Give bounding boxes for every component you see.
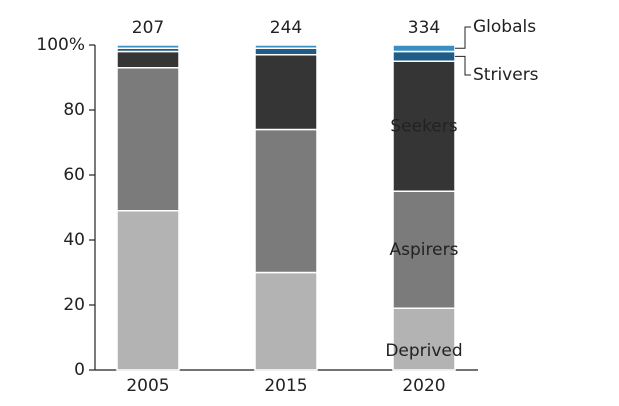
bar-segment [254,44,318,49]
x-tick-label: 2020 [402,376,445,396]
bar-segment [254,47,318,56]
bar-segment [392,50,456,62]
bar-segment [392,60,456,192]
series-label: Globals [473,17,536,37]
bar-segment [116,210,180,371]
total-label: 334 [408,18,440,38]
callout-line [455,55,471,76]
bar-segment [116,44,180,49]
series-label: Aspirers [390,240,459,260]
bar-segment [392,190,456,309]
y-tick-label: 20 [63,295,85,315]
series-label: Strivers [473,65,539,85]
y-tick-label: 100% [36,35,85,55]
total-label: 207 [132,18,164,38]
bar-segment [116,50,180,69]
y-tick-label: 0 [74,360,85,380]
callout-line [455,26,471,49]
bar-segment [254,271,318,371]
bar-segment [116,67,180,212]
y-tick-label: 80 [63,100,85,120]
y-tick-label: 60 [63,165,85,185]
x-tick-label: 2005 [126,376,169,396]
y-tick-label: 40 [63,230,85,250]
series-label: Seekers [390,116,457,136]
bar-segment [254,54,318,131]
series-label: Deprived [385,341,462,361]
bar-segment [392,44,456,53]
total-label: 244 [270,18,302,38]
bar-segment [254,128,318,274]
x-tick-label: 2015 [264,376,307,396]
